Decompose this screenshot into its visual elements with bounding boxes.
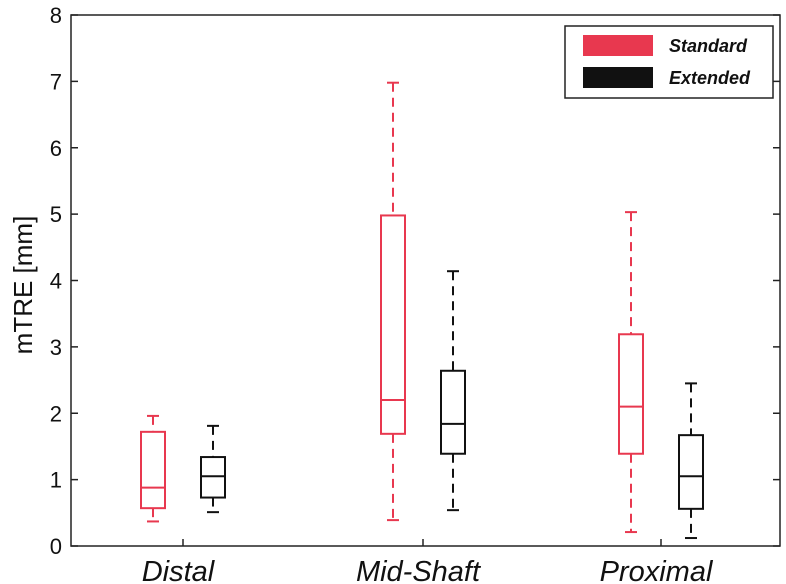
x-tick-label: Mid-Shaft (356, 556, 482, 584)
box-extended-mid-shaft (440, 270, 466, 512)
y-axis: 0 1 2 3 4 5 6 7 8 (50, 3, 780, 559)
x-tick-label: Distal (142, 556, 216, 584)
iqr-box (440, 369, 466, 455)
y-tick-label: 2 (50, 401, 62, 426)
box-standard-proximal (618, 211, 644, 534)
y-tick-label: 5 (50, 202, 62, 227)
legend: Standard Extended (564, 25, 774, 99)
y-tick-label: 6 (50, 136, 62, 161)
box-extended-proximal (678, 382, 704, 540)
box-standard-mid-shaft (380, 81, 406, 522)
x-tick-label: Proximal (600, 556, 714, 584)
legend-label-standard: Standard (669, 36, 748, 56)
y-tick-label: 8 (50, 3, 62, 28)
y-tick-label: 0 (50, 534, 62, 559)
legend-swatch-extended (583, 67, 653, 88)
box-standard-distal (140, 414, 166, 523)
y-axis-title: mTRE [mm] (8, 216, 38, 355)
box-series (140, 81, 704, 540)
legend-label-extended: Extended (669, 68, 751, 88)
y-tick-label: 4 (50, 269, 62, 294)
legend-swatch-standard (583, 35, 653, 56)
box-extended-distal (200, 424, 226, 514)
iqr-box (618, 333, 644, 455)
y-tick-label: 3 (50, 335, 62, 360)
y-tick-label: 1 (50, 468, 62, 493)
x-axis: Distal Mid-Shaft Proximal (142, 539, 714, 584)
iqr-box (380, 214, 406, 435)
iqr-box (678, 434, 704, 510)
iqr-box (140, 430, 166, 510)
y-tick-label: 7 (50, 69, 62, 94)
plot-area (70, 14, 781, 547)
